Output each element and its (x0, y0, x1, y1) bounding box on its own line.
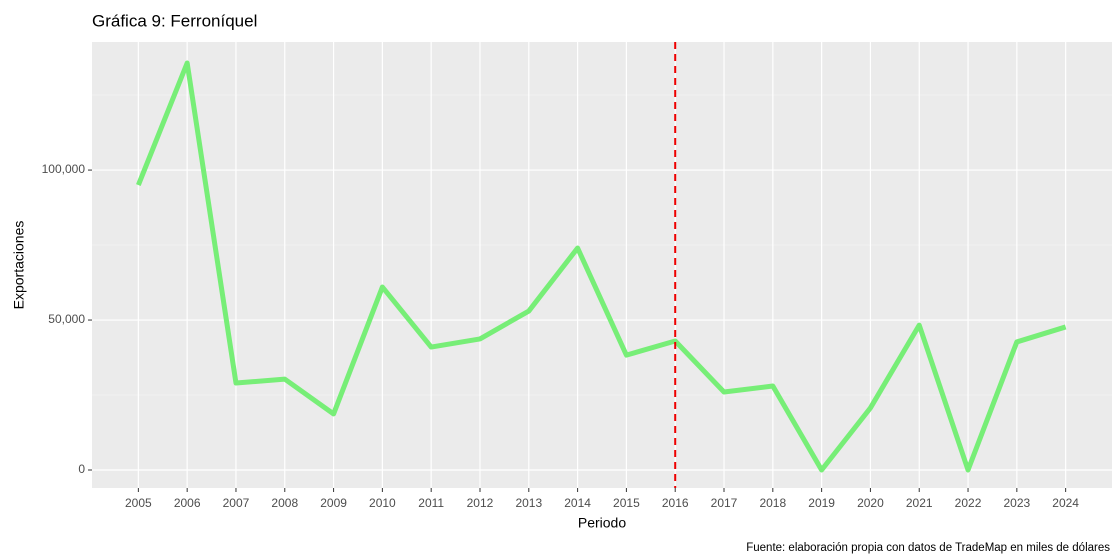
x-tick-label: 2023 (1003, 496, 1030, 510)
x-tick-label: 2005 (125, 496, 152, 510)
x-tick-label: 2021 (906, 496, 933, 510)
y-axis-title: Exportaciones (11, 221, 27, 310)
x-tick-label: 2006 (174, 496, 201, 510)
x-tick-label: 2011 (418, 496, 444, 510)
x-tick-label: 2012 (467, 496, 494, 510)
x-tick-label: 2015 (613, 496, 640, 510)
x-tick-label: 2010 (369, 496, 396, 510)
x-tick-label: 2024 (1052, 496, 1079, 510)
x-tick-label: 2013 (515, 496, 542, 510)
data-line (136, 60, 1067, 473)
x-tick-label: 2022 (955, 496, 982, 510)
x-tick-label: 2009 (320, 496, 347, 510)
x-tick-label: 2007 (223, 496, 250, 510)
chart-title: Gráfica 9: Ferroníquel (92, 11, 257, 30)
x-tick-label: 2020 (857, 496, 884, 510)
plot-panel (92, 42, 1112, 488)
x-tick-label: 2008 (271, 496, 298, 510)
caption: Fuente: elaboración propia con datos de … (746, 542, 1110, 554)
x-tick-label: 2016 (662, 496, 689, 510)
x-tick-label: 2017 (711, 496, 738, 510)
x-tick-label: 2019 (808, 496, 835, 510)
x-tick-label: 2018 (759, 496, 786, 510)
y-tick-label: 50,000 (48, 312, 85, 326)
y-tick-label: 100,000 (42, 162, 86, 176)
x-tick-label: 2014 (564, 496, 591, 510)
y-tick-label: 0 (78, 462, 85, 476)
x-axis-title: Periodo (578, 515, 626, 531)
